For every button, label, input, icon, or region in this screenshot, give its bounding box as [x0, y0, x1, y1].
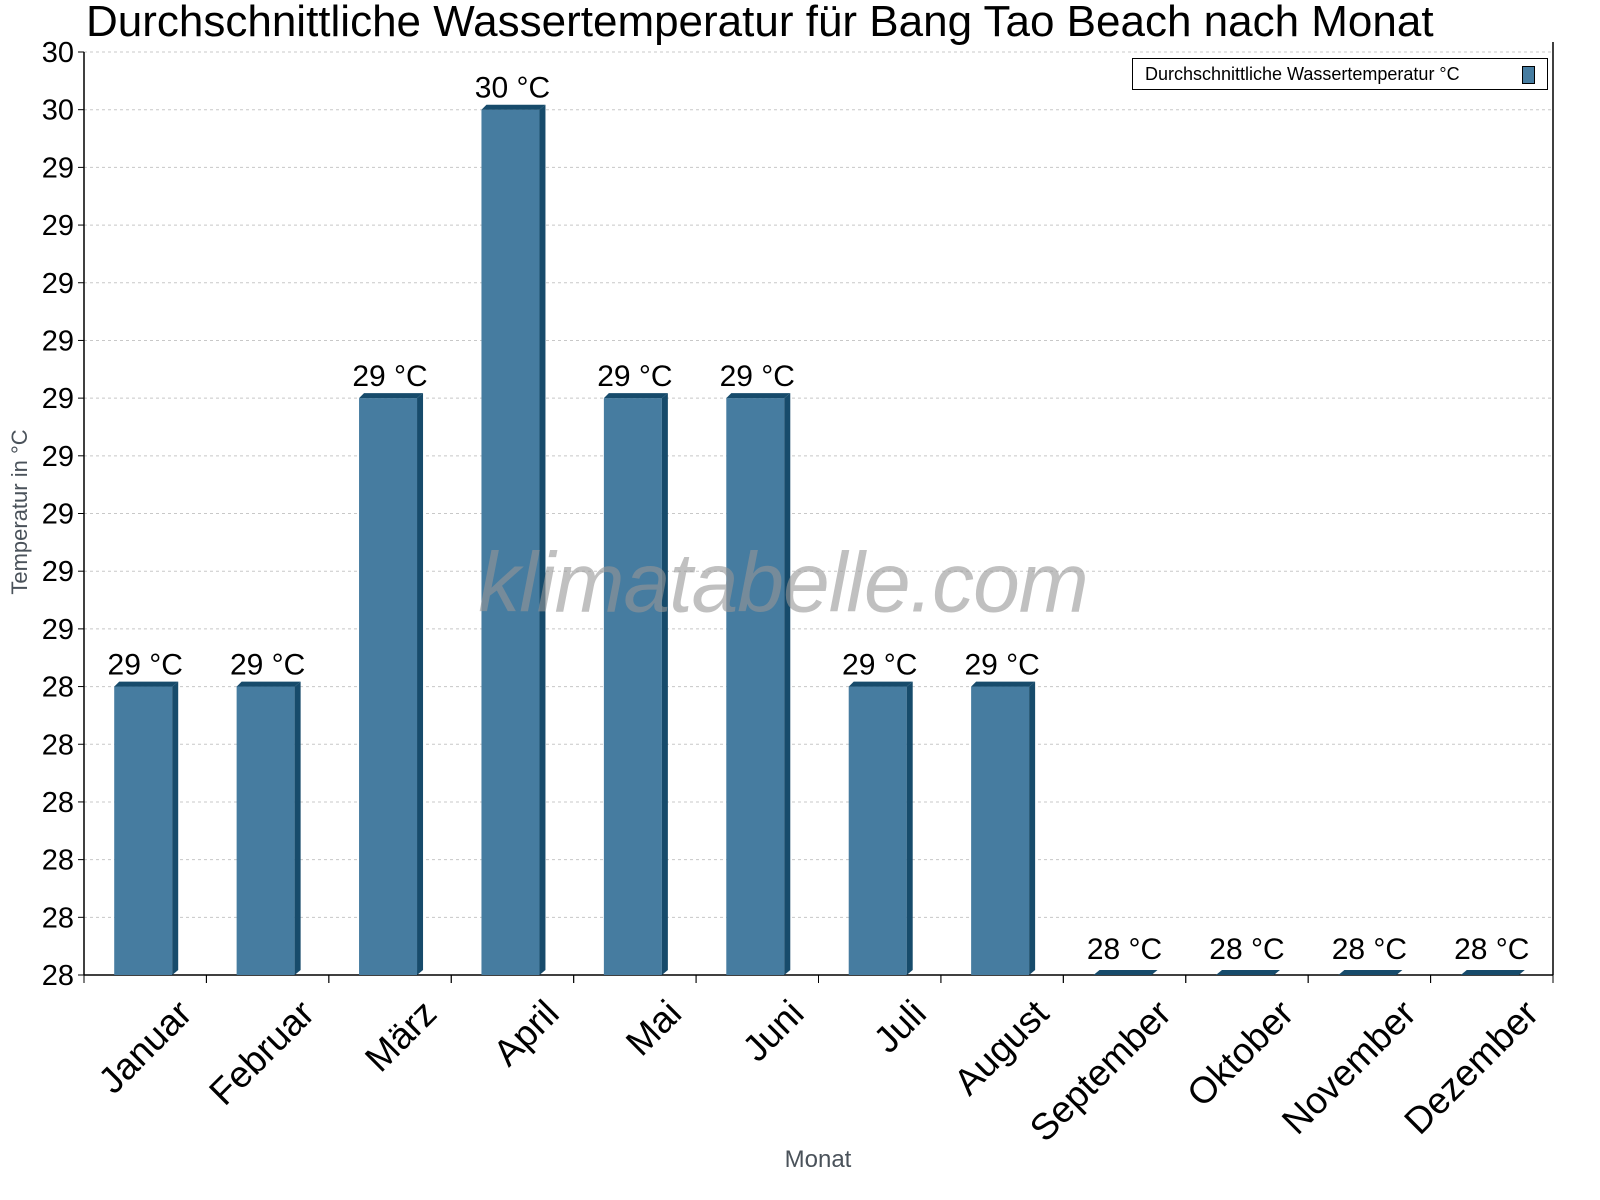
bar: [1338, 970, 1403, 975]
chart-title: Durchschnittliche Wassertemperatur für B…: [86, 0, 1434, 46]
x-tick-label: Juni: [735, 992, 812, 1069]
bar-top: [359, 393, 424, 399]
watermark: klimatabelle.com: [478, 535, 1089, 630]
bar: [1093, 970, 1158, 975]
bar: [1215, 970, 1280, 975]
x-tick-label: August: [946, 992, 1057, 1103]
y-tick-label: 28: [42, 787, 74, 819]
y-tick-label: 30: [42, 95, 74, 127]
y-tick-label: 29: [42, 152, 74, 184]
data-label: 29 °C: [842, 649, 917, 682]
bar-top: [848, 681, 913, 687]
bar: [603, 398, 662, 975]
data-label: 29 °C: [964, 649, 1039, 682]
y-tick-label: 29: [42, 499, 74, 531]
data-label: 29 °C: [230, 649, 305, 682]
bar-top: [726, 393, 791, 399]
x-tick-label: Mai: [618, 992, 689, 1063]
bar: [114, 686, 173, 975]
bar-side: [784, 393, 791, 975]
bar-top: [236, 681, 301, 687]
bar-top: [114, 681, 179, 687]
bar-top: [603, 393, 668, 399]
x-tick-label: Januar: [91, 992, 200, 1101]
legend-label: Durchschnittliche Wassertemperatur °C: [1145, 64, 1460, 84]
bar: [848, 686, 907, 975]
data-label: 28 °C: [1454, 933, 1529, 966]
data-label: 28 °C: [1209, 933, 1284, 966]
x-tick-label: April: [485, 992, 566, 1073]
bar: [236, 686, 295, 975]
y-tick-label: 29: [42, 268, 74, 300]
data-label: 28 °C: [1332, 933, 1407, 966]
y-tick-label: 28: [42, 960, 74, 992]
bar-side: [1029, 681, 1036, 975]
x-tick-label: Juli: [866, 992, 934, 1060]
data-label: 28 °C: [1087, 933, 1162, 966]
data-label: 29 °C: [108, 649, 183, 682]
data-label: 29 °C: [352, 360, 427, 393]
bar-side: [661, 393, 668, 975]
x-tick-label: November: [1274, 992, 1424, 1142]
data-label: 29 °C: [720, 360, 795, 393]
bar: [359, 398, 418, 975]
y-axis-title: Temperatur in °C: [7, 429, 32, 595]
legend: Durchschnittliche Wassertemperatur °C: [1132, 58, 1548, 90]
y-tick-label: 29: [42, 614, 74, 646]
bar: [726, 398, 785, 975]
bar-top: [971, 681, 1036, 687]
data-label: 29 °C: [597, 360, 672, 393]
y-tick-label: 28: [42, 845, 74, 877]
x-tick-label: Dezember: [1396, 992, 1546, 1142]
y-tick-label: 28: [42, 902, 74, 934]
y-tick-label: 28: [42, 672, 74, 704]
legend-swatch-icon: [1522, 66, 1535, 84]
x-axis-title: Monat: [784, 1146, 852, 1173]
data-label: 30 °C: [475, 72, 550, 105]
y-tick-label: 29: [42, 210, 74, 242]
bar-side: [417, 393, 424, 975]
y-tick-label: 28: [42, 729, 74, 761]
bar-side: [294, 681, 301, 975]
y-tick-label: 29: [42, 325, 74, 357]
bar-side: [906, 681, 913, 975]
y-tick-label: 30: [42, 37, 74, 69]
x-tick-label: Oktober: [1179, 992, 1301, 1114]
bar-side: [539, 104, 546, 975]
bar: [971, 686, 1030, 975]
y-tick-label: 29: [42, 556, 74, 588]
bar: [1460, 970, 1525, 975]
y-tick-label: 29: [42, 441, 74, 473]
x-tick-label: Februar: [201, 992, 322, 1113]
bar-side: [172, 681, 179, 975]
bar-top: [481, 104, 546, 110]
x-tick-label: März: [357, 992, 444, 1079]
y-tick-label: 29: [42, 383, 74, 415]
bar: [481, 109, 540, 975]
